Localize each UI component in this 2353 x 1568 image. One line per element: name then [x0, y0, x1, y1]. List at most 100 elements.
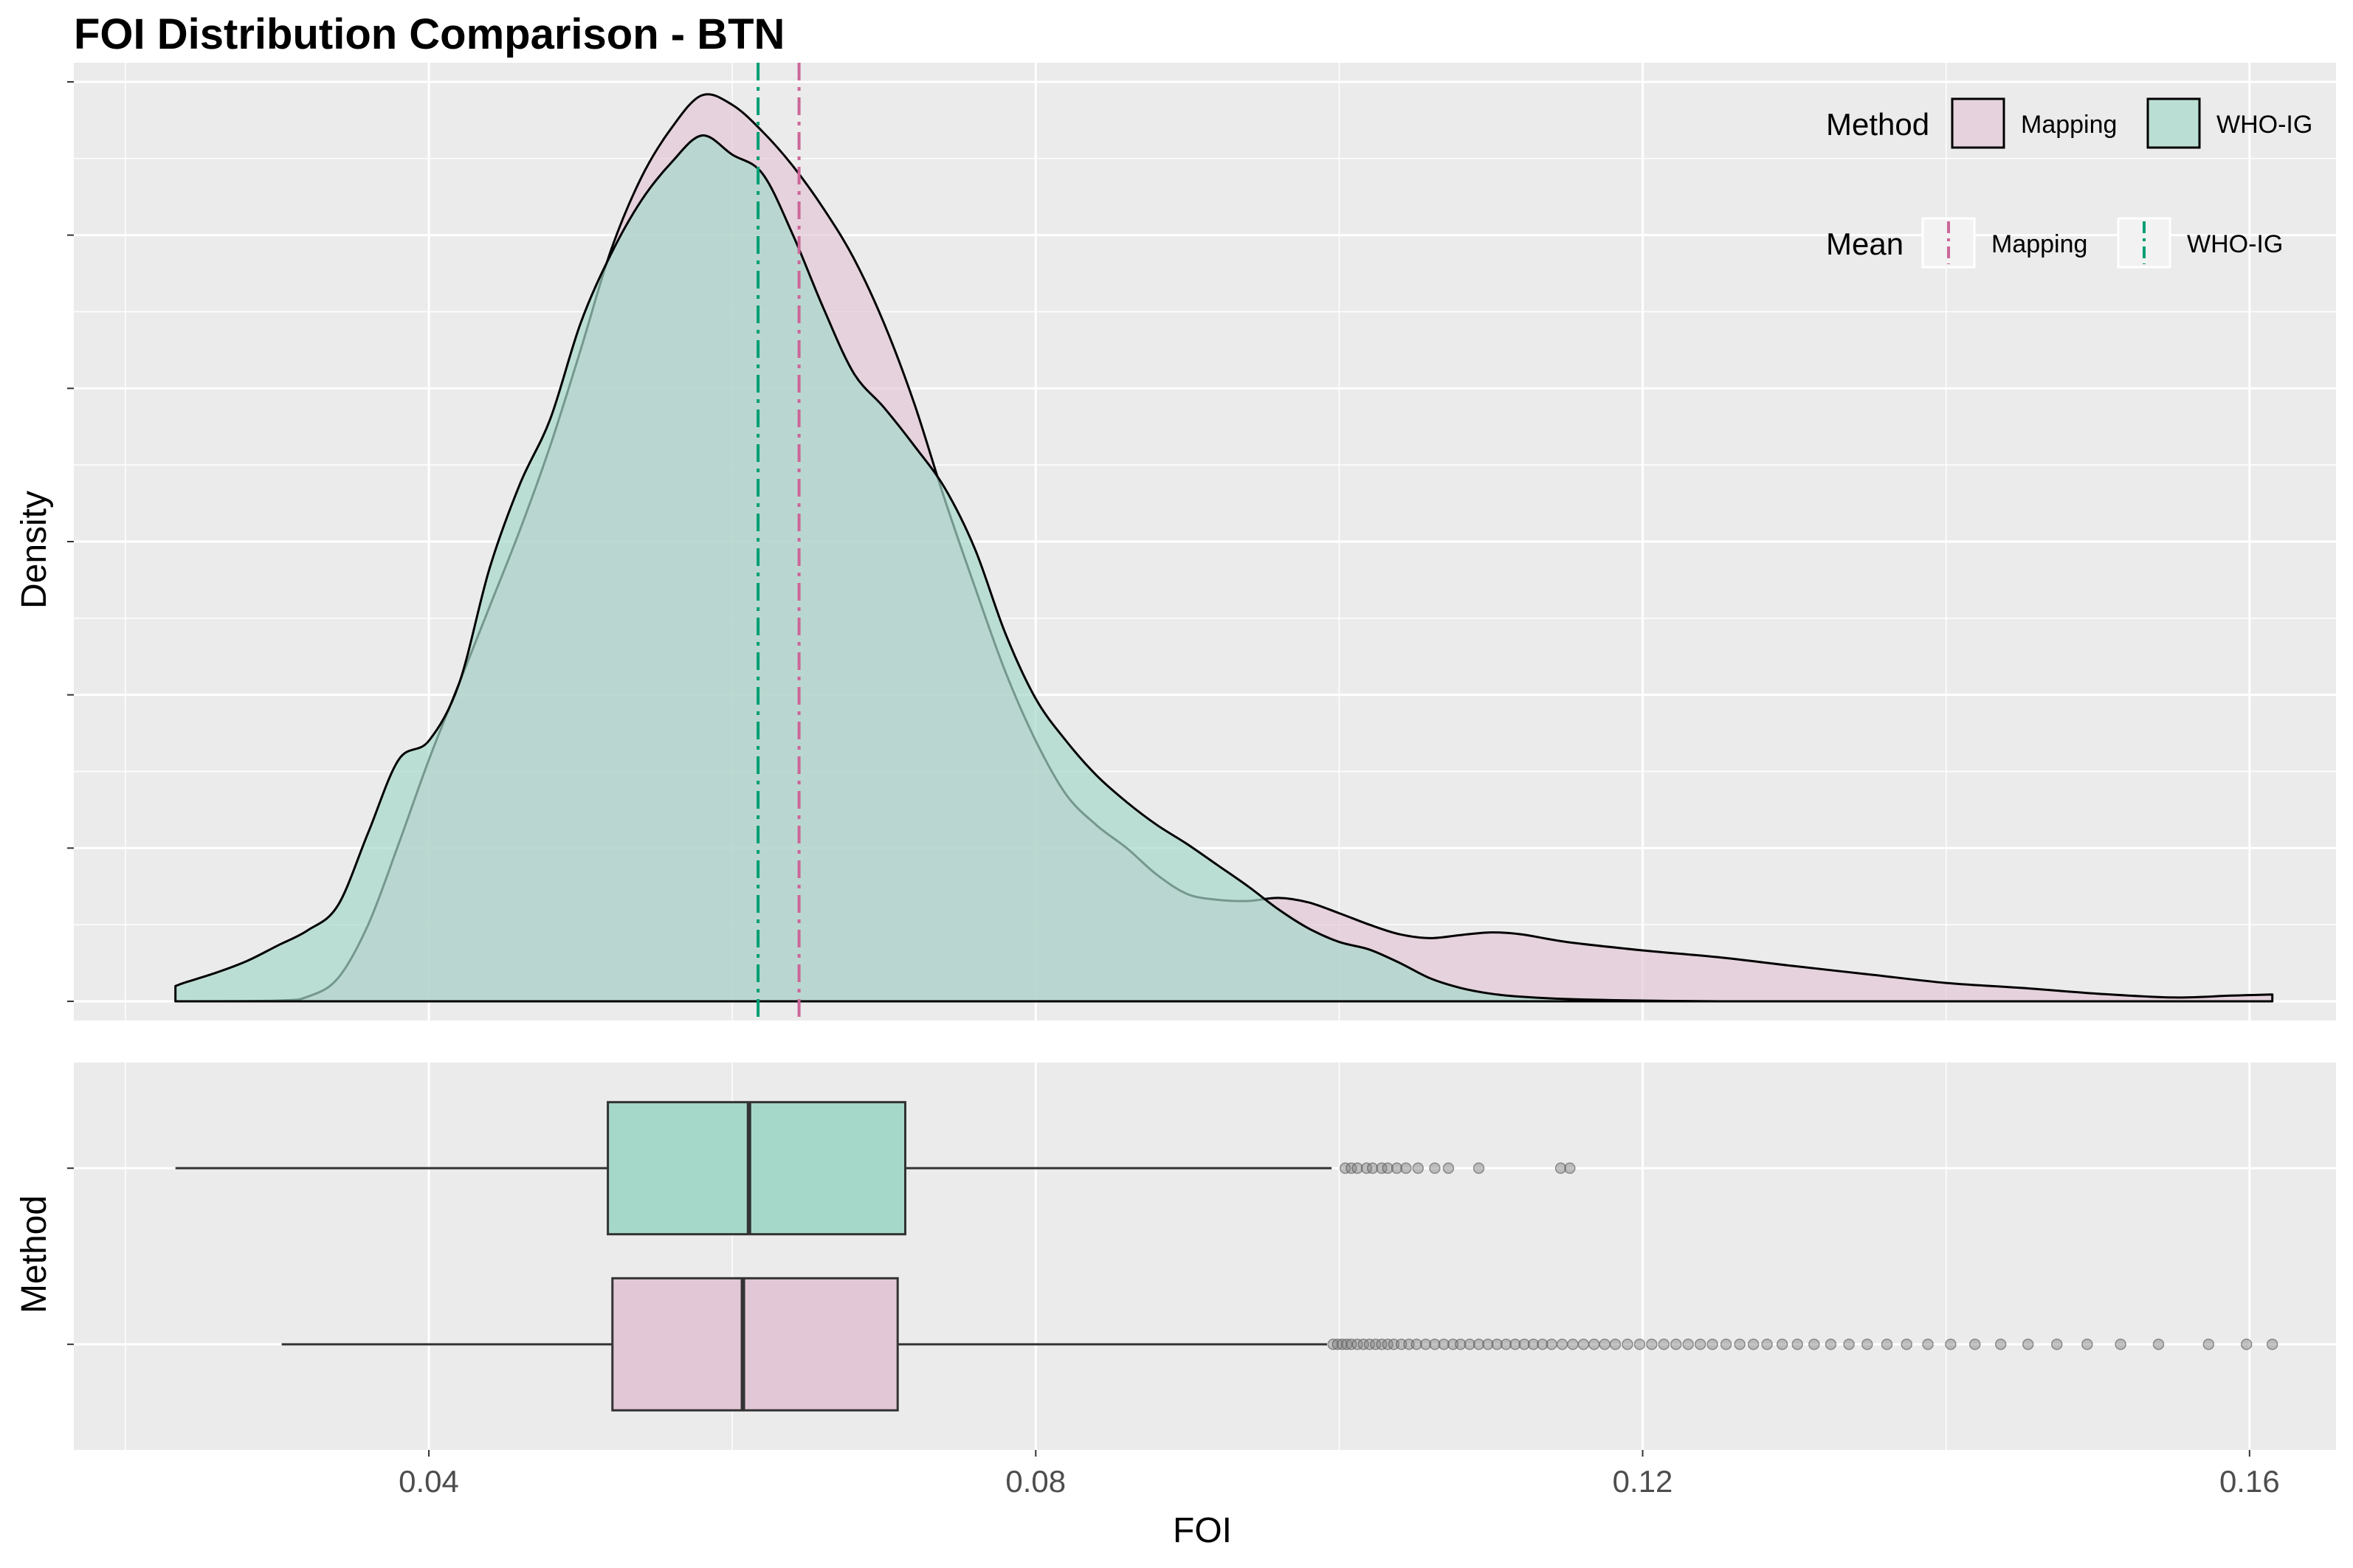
boxplot-outlier — [1491, 1339, 1503, 1350]
boxplot-outlier — [1588, 1339, 1600, 1350]
boxplot-outlier — [1363, 1339, 1376, 1350]
legend-key-who — [2146, 97, 2201, 149]
boxplot-outlier — [1564, 1162, 1576, 1174]
boxplot-outlier — [1670, 1339, 1682, 1350]
legend-label-mapping: Mapping — [2021, 111, 2117, 139]
boxplot-outlier — [1472, 1339, 1485, 1350]
boxplot-outlier — [1761, 1339, 1773, 1350]
boxplot-outlier — [2266, 1339, 2278, 1350]
boxplot-outlier — [1346, 1339, 1357, 1350]
boxplot-outlier — [1554, 1162, 1567, 1174]
boxplot-outlier — [1351, 1339, 1363, 1350]
boxplot-outlier — [1360, 1162, 1373, 1174]
boxplot-outlier — [1464, 1339, 1475, 1350]
legend-mean-label-mapping: Mapping — [1991, 230, 2087, 258]
boxplot-outlier — [1556, 1339, 1568, 1350]
boxplot-outlier — [1922, 1339, 1934, 1350]
boxplot-outlier — [1969, 1339, 1981, 1350]
legend-label-who: WHO-IG — [2216, 111, 2312, 139]
boxplot-outlier — [1791, 1339, 1803, 1350]
legend-method-title: Method — [1826, 107, 1929, 142]
boxplot-outlier — [1500, 1339, 1512, 1350]
boxplot-outlier — [1482, 1339, 1494, 1350]
boxplot-box — [607, 1101, 907, 1236]
boxplot-outlier — [1658, 1339, 1670, 1350]
boxplot-outlier — [1472, 1162, 1485, 1174]
boxplot-outlier — [2022, 1339, 2034, 1350]
boxplot-outlier — [1327, 1339, 1339, 1350]
boxplot-outlier — [1825, 1339, 1837, 1350]
boxplot-outlier — [1706, 1339, 1718, 1350]
boxplot-box — [611, 1277, 899, 1412]
density-panel — [67, 63, 2336, 1020]
boxplot-outlier — [1734, 1339, 1746, 1350]
boxplot-outlier — [1720, 1339, 1732, 1350]
x-tick-label: 0.04 — [399, 1464, 459, 1499]
boxplot-outlier — [1945, 1339, 1957, 1350]
density-y-ticks — [67, 80, 74, 1003]
boxplot-axis-ticks — [67, 1167, 2250, 1457]
boxplot-outlier — [1442, 1162, 1455, 1174]
boxplot-outlier — [1376, 1162, 1388, 1174]
boxplot-outlier — [1366, 1162, 1379, 1174]
boxplot-outlier — [1694, 1339, 1706, 1350]
boxplot-outlier — [1339, 1162, 1351, 1174]
boxplot-outlier — [1808, 1339, 1820, 1350]
boxplot-outlier — [2202, 1339, 2215, 1350]
boxplot-outlier — [1609, 1339, 1622, 1350]
boxplot-outlier — [1577, 1339, 1590, 1350]
boxplot-outlier — [2081, 1339, 2093, 1350]
legend-mean-label-who: WHO-IG — [2187, 230, 2283, 258]
boxplot-outlier — [1455, 1339, 1467, 1350]
density-curves — [174, 93, 2274, 1003]
boxplot-outlier — [1391, 1162, 1403, 1174]
boxplot-outlier — [1622, 1339, 1633, 1350]
boxplot-outlier — [1410, 1339, 1423, 1350]
boxplot-outlier — [1646, 1339, 1658, 1350]
boxplot-outlier — [1376, 1339, 1388, 1350]
boxplot-outlier — [1509, 1339, 1521, 1350]
boxplot-marks — [175, 1101, 2278, 1412]
boxplot-outlier — [1682, 1339, 1694, 1350]
boxplot-who — [175, 1101, 1576, 1236]
legend: Method Mapping WHO-IG Mean Mapping WHO-IG — [1826, 97, 2312, 269]
legend-mean-keys: Mapping WHO-IG — [1921, 217, 2283, 269]
boxplot-outlier — [1599, 1339, 1610, 1350]
boxplot-outlier — [1370, 1339, 1382, 1350]
chart-title: FOI Distribution Comparison - BTN — [74, 10, 785, 58]
boxplot-outlier — [1346, 1162, 1357, 1174]
boxplot-outlier — [1429, 1339, 1441, 1350]
boxplot-outlier — [1843, 1339, 1855, 1350]
boxplot-outlier — [1331, 1339, 1344, 1350]
boxplot-outlier — [1382, 1162, 1393, 1174]
boxplot-outlier — [1994, 1339, 2007, 1350]
x-tick-label: 0.16 — [2219, 1464, 2280, 1499]
boxplot-outlier — [1537, 1339, 1548, 1350]
boxplot-outlier — [1412, 1162, 1424, 1174]
x-tick-label: 0.12 — [1613, 1464, 1673, 1499]
boxplot-panel-background — [74, 1063, 2336, 1450]
density-y-axis-label: Density — [15, 491, 54, 609]
legend-mean-title: Mean — [1826, 227, 1904, 261]
mean-lines — [757, 63, 801, 1020]
boxplot-outlier — [1567, 1339, 1579, 1350]
density-area-who — [174, 134, 1720, 1003]
boxplot-outlier — [1357, 1339, 1370, 1350]
boxplot-outlier — [1527, 1339, 1540, 1350]
boxplot-outlier — [2115, 1339, 2126, 1350]
legend-method-keys: Mapping WHO-IG — [1951, 97, 2312, 149]
boxplot-outlier — [1901, 1339, 1912, 1350]
x-tick-labels: 0.04 0.08 0.12 0.16 — [399, 1464, 2280, 1499]
x-axis-label: FOI — [1173, 1511, 1232, 1550]
x-tick-label: 0.08 — [1005, 1464, 1066, 1499]
boxplot-outlier — [1351, 1162, 1363, 1174]
boxplot-outlier — [1336, 1339, 1348, 1350]
boxplot-outlier — [2240, 1339, 2253, 1350]
boxplot-outlier — [1747, 1339, 1760, 1350]
boxplot-outlier — [1861, 1339, 1873, 1350]
boxplot-panel — [67, 1063, 2336, 1457]
boxplot-outlier — [1400, 1162, 1412, 1174]
boxplot-outlier — [1382, 1339, 1393, 1350]
boxplot-y-axis-label: Method — [15, 1195, 54, 1313]
